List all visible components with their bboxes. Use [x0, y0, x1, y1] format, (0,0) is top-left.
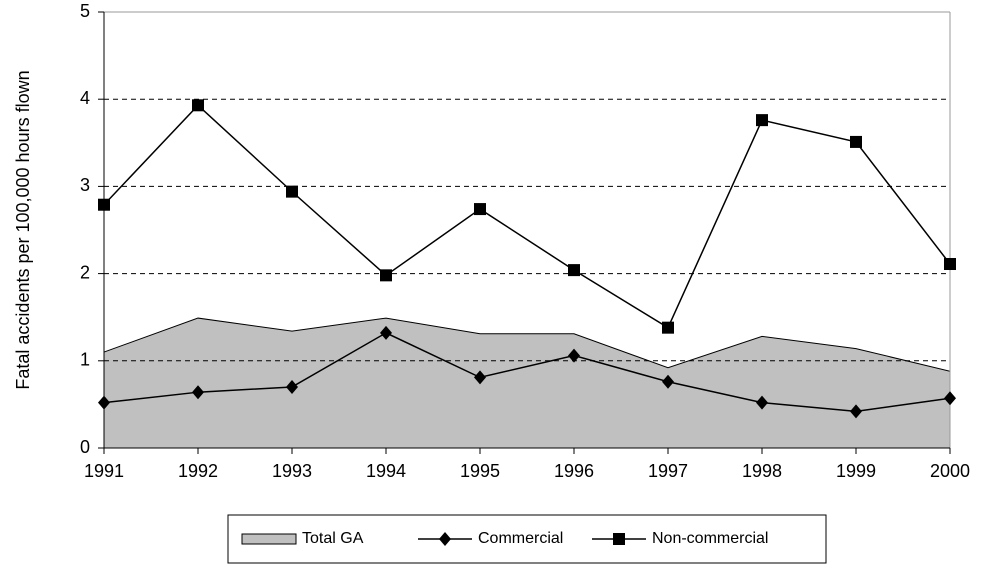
y-tick-label: 0	[80, 437, 90, 457]
x-tick-label: 1993	[272, 461, 312, 481]
y-tick-label: 5	[80, 1, 90, 21]
diamond-marker	[944, 391, 956, 406]
square-marker	[662, 321, 674, 334]
legend-label: Commercial	[478, 530, 563, 547]
x-tick-label: 1997	[648, 461, 688, 481]
diamond-marker	[568, 348, 580, 363]
x-tick-label: 1998	[742, 461, 782, 481]
y-tick-label: 3	[80, 175, 90, 195]
diamond-marker	[662, 374, 674, 389]
square-marker	[568, 264, 580, 277]
legend-label: Total GA	[302, 530, 364, 547]
y-axis-label: Fatal accidents per 100,000 hours flown	[13, 70, 33, 389]
square-marker	[944, 258, 956, 271]
x-tick-label: 1991	[84, 461, 124, 481]
y-tick-label: 2	[80, 262, 90, 282]
plot-area	[98, 11, 956, 449]
x-tick-label: 1996	[554, 461, 594, 481]
diamond-marker	[286, 379, 298, 394]
x-tick-label: 1995	[460, 461, 500, 481]
legend-label: Non-commercial	[652, 530, 768, 547]
legend-marker	[613, 533, 625, 545]
y-tick-label: 4	[80, 88, 90, 108]
line	[103, 104, 951, 329]
area	[103, 317, 951, 449]
square-marker	[192, 99, 204, 112]
square-marker	[850, 135, 862, 148]
y-tick-label: 1	[80, 350, 90, 370]
legend-marker	[439, 532, 451, 546]
square-marker	[380, 269, 392, 282]
x-tick-label: 1994	[366, 461, 406, 481]
diamond-marker	[474, 370, 486, 385]
legend-box	[227, 514, 827, 564]
diamond-marker	[380, 325, 392, 340]
diamond-marker	[850, 404, 862, 419]
legend-swatch	[241, 533, 297, 545]
diamond-marker	[756, 395, 768, 410]
diamond-marker	[192, 385, 204, 400]
x-tick-label: 1999	[836, 461, 876, 481]
square-marker	[286, 185, 298, 198]
square-marker	[474, 203, 486, 216]
legend: Total GA Commercial Non-commercial	[241, 530, 768, 547]
x-tick-label: 1992	[178, 461, 218, 481]
line	[103, 332, 951, 413]
x-tick-label: 2000	[930, 461, 970, 481]
square-marker	[756, 114, 768, 127]
